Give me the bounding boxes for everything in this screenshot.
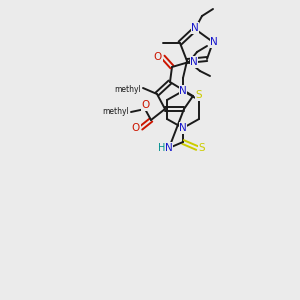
Text: S: S: [196, 90, 202, 100]
Text: N: N: [179, 86, 187, 96]
Text: N: N: [210, 37, 218, 47]
Text: N: N: [190, 57, 198, 67]
Text: O: O: [142, 100, 150, 110]
Text: N: N: [179, 123, 187, 133]
Text: methyl: methyl: [114, 85, 141, 94]
Text: O: O: [132, 123, 140, 133]
Text: N: N: [191, 23, 199, 33]
Text: S: S: [199, 143, 205, 153]
Text: O: O: [154, 52, 162, 62]
Text: N: N: [165, 143, 173, 153]
Text: methyl: methyl: [102, 107, 129, 116]
Text: H: H: [158, 143, 166, 153]
